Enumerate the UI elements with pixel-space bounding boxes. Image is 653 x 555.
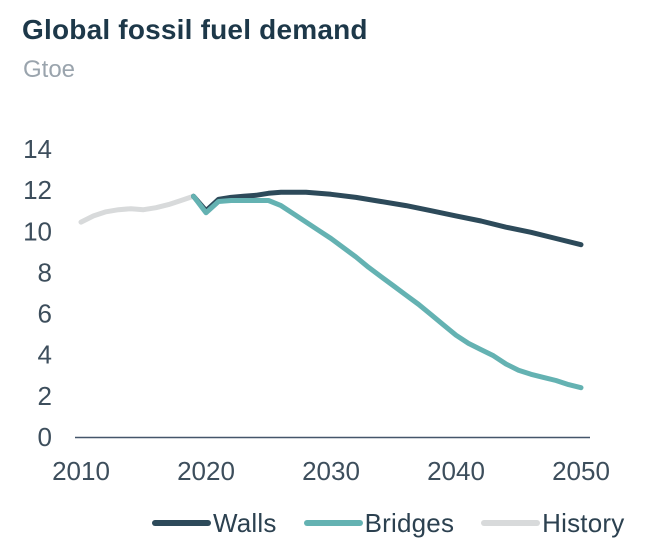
bridges-line-swatch-icon [303, 520, 363, 526]
history-line-swatch-icon [481, 520, 541, 526]
series-line-walls [191, 189, 584, 248]
chart-title: Global fossil fuel demand [22, 14, 368, 45]
legend-label-walls: Walls [213, 507, 277, 538]
y-axis-tick-label: 2 [38, 381, 52, 411]
legend-label-history: History [542, 507, 625, 538]
y-axis-tick-label: 6 [38, 299, 52, 329]
y-axis-tick-label: 8 [38, 257, 52, 287]
x-axis-tick-label: 2050 [552, 456, 610, 486]
walls-line-swatch-icon [152, 520, 211, 526]
legend-label-bridges: Bridges [364, 507, 455, 538]
chart-legend: Walls Bridges History [152, 507, 624, 539]
y-axis-tick-label: 0 [38, 422, 52, 452]
series-line-bridges [191, 193, 584, 391]
y-axis-tick-label: 12 [23, 175, 52, 205]
legend-item-bridges: Bridges [303, 507, 455, 539]
x-axis-tick-label: 2040 [427, 456, 485, 486]
x-axis-tick-label: 2020 [177, 456, 235, 486]
legend-item-history: History [481, 508, 624, 539]
y-axis-tick-label: 10 [23, 216, 52, 246]
series-line-history [78, 193, 196, 225]
x-axis-tick-label: 2010 [52, 456, 110, 486]
chart-unit-label: Gtoe [23, 56, 76, 83]
y-axis-tick-label: 4 [38, 340, 52, 370]
x-axis-tick-label: 2030 [302, 456, 360, 486]
legend-item-walls: Walls [152, 508, 277, 539]
y-axis-tick-label: 14 [23, 134, 52, 164]
